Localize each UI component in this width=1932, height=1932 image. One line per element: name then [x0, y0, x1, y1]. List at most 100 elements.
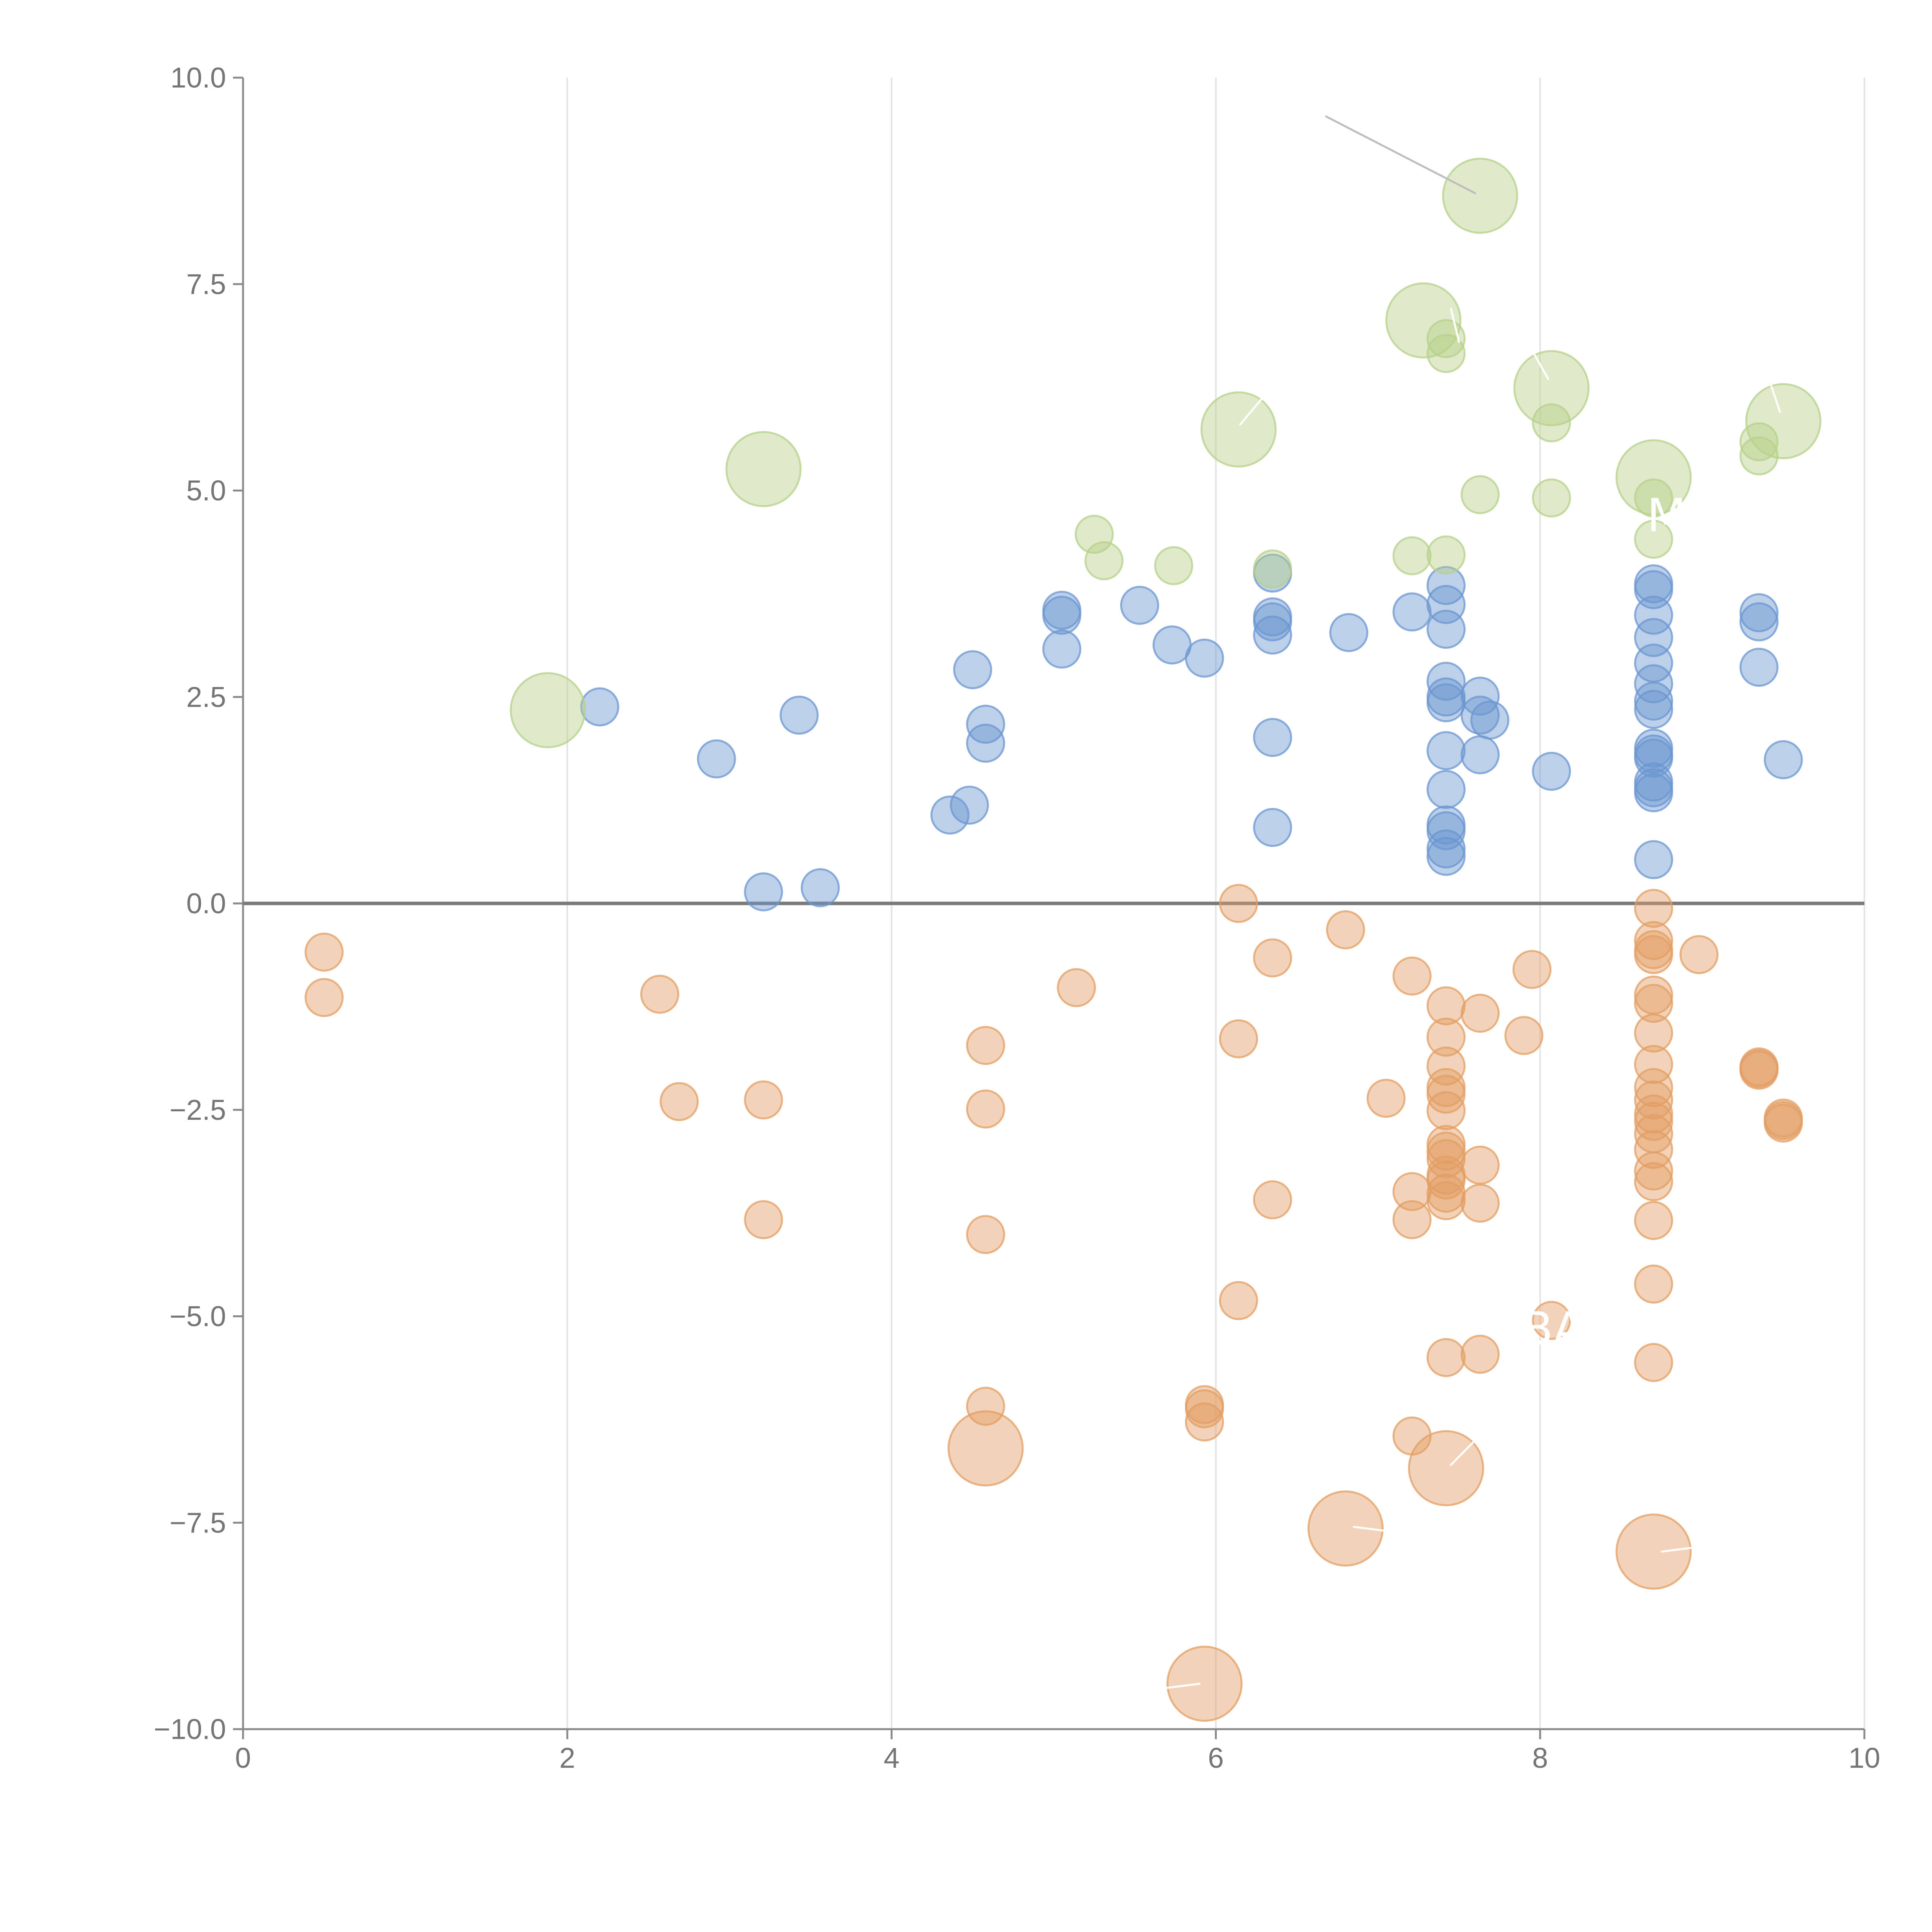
positive-point: [1470, 701, 1510, 740]
y-tick-label: 2.5: [186, 681, 226, 713]
negative-point: [1634, 1162, 1673, 1201]
negative-point: [966, 1089, 1005, 1129]
positive-point: [950, 786, 989, 825]
annotation-label: M: [1647, 489, 1686, 542]
negative-point: [1253, 1180, 1292, 1219]
annotation-label: BA: [1522, 1302, 1585, 1355]
negative-point: [1679, 935, 1719, 974]
negative-point: [1634, 1264, 1673, 1304]
negative-point: [1634, 1130, 1673, 1169]
x-tick-label: 10: [1849, 1742, 1880, 1774]
negative-point: [1461, 993, 1500, 1033]
negative-point: [1426, 1139, 1466, 1178]
negative-point: [1219, 1019, 1258, 1058]
x-tick-label: 8: [1532, 1742, 1548, 1774]
positive-point: [1532, 752, 1571, 791]
y-tick-label: −7.5: [170, 1507, 226, 1539]
positive-point: [1634, 690, 1673, 729]
annotation-leader-line: [1166, 1682, 1201, 1689]
positive-point: [580, 687, 619, 726]
positive-point: [1739, 648, 1779, 687]
positive-point: [1253, 602, 1292, 641]
positive-point: [1392, 592, 1432, 632]
highlight-point: [1634, 478, 1673, 518]
negative-point: [1739, 1051, 1779, 1090]
positive-point: [1426, 731, 1466, 770]
positive-point: [1329, 613, 1369, 652]
positive-point: [1185, 638, 1224, 678]
negative-point: [1461, 1335, 1500, 1374]
highlight-point: [1253, 549, 1292, 589]
negative-point: [1185, 1389, 1224, 1429]
positive-point: [1634, 738, 1673, 778]
positive-point: [1739, 593, 1779, 633]
y-tick-label: 10.0: [170, 62, 226, 94]
annotation-leader-line: [1450, 308, 1460, 343]
highlight-point: [1745, 383, 1821, 459]
x-tick-label: 0: [235, 1742, 251, 1774]
highlight-point: [1084, 541, 1124, 580]
negative-point: [966, 1386, 1005, 1426]
negative-point: [1764, 1103, 1803, 1143]
negative-point: [1426, 1075, 1466, 1114]
positive-point: [801, 868, 840, 907]
x-tick-label: 2: [560, 1742, 575, 1774]
negative-point: [1426, 1160, 1466, 1200]
negative-point: [1634, 984, 1673, 1023]
y-tick-label: −5.0: [170, 1300, 226, 1332]
positive-point: [1120, 586, 1159, 625]
negative-point: [1426, 1017, 1466, 1057]
negative-point: [1461, 1184, 1500, 1223]
positive-point: [1253, 615, 1292, 655]
annotation-leader-line: [1239, 395, 1265, 426]
positive-point: [1426, 770, 1466, 809]
x-tick-label: 4: [884, 1742, 900, 1774]
positive-point: [1426, 610, 1466, 649]
negative-point: [304, 978, 344, 1017]
highlight-point: [1426, 535, 1466, 575]
negative-point: [744, 1200, 783, 1239]
highlight-point: [1513, 350, 1590, 427]
negative-point: [1219, 1281, 1258, 1320]
annotation-leader-line: [1352, 1526, 1387, 1532]
y-tick-label: 0.0: [186, 888, 226, 920]
negative-point: [1392, 1200, 1432, 1239]
negative-point: [966, 1026, 1005, 1065]
positive-point: [1634, 595, 1673, 635]
negative-point: [1326, 910, 1365, 949]
annotation-leader-line: [1325, 115, 1476, 194]
negative-point: [1634, 1343, 1673, 1382]
negative-point: [1426, 1091, 1466, 1130]
positive-point: [1253, 808, 1292, 847]
positive-point: [1426, 837, 1466, 876]
positive-point: [966, 723, 1005, 763]
negative-point: [1634, 889, 1673, 928]
positive-point: [1634, 681, 1673, 721]
negative-point: [1366, 1078, 1406, 1118]
negative-point: [1512, 950, 1552, 989]
positive-point: [1461, 735, 1500, 774]
positive-point: [1042, 629, 1082, 669]
positive-point: [1426, 683, 1466, 723]
annotation-leader-line: [1531, 349, 1549, 380]
positive-point: [1739, 602, 1779, 641]
highlight-point: [1461, 475, 1500, 514]
negative-point: [640, 975, 679, 1014]
highlight-point: [1426, 334, 1466, 373]
y-tick-label: −10.0: [154, 1713, 226, 1745]
positive-point: [697, 739, 736, 779]
highlight-point: [1200, 391, 1277, 468]
annotation-leader-line: [1661, 1546, 1695, 1553]
negative-point: [1634, 935, 1673, 974]
highlight-point: [1442, 158, 1519, 234]
negative-point: [1634, 1014, 1673, 1053]
highlight-point: [1739, 436, 1779, 476]
highlight-point: [1075, 515, 1114, 554]
negative-point: [947, 1410, 1024, 1486]
highlight-point: [1154, 546, 1194, 585]
y-tick-label: −2.5: [170, 1094, 226, 1126]
positive-point: [1253, 718, 1292, 757]
highlight-point: [1385, 282, 1462, 359]
negative-point: [966, 1215, 1005, 1254]
